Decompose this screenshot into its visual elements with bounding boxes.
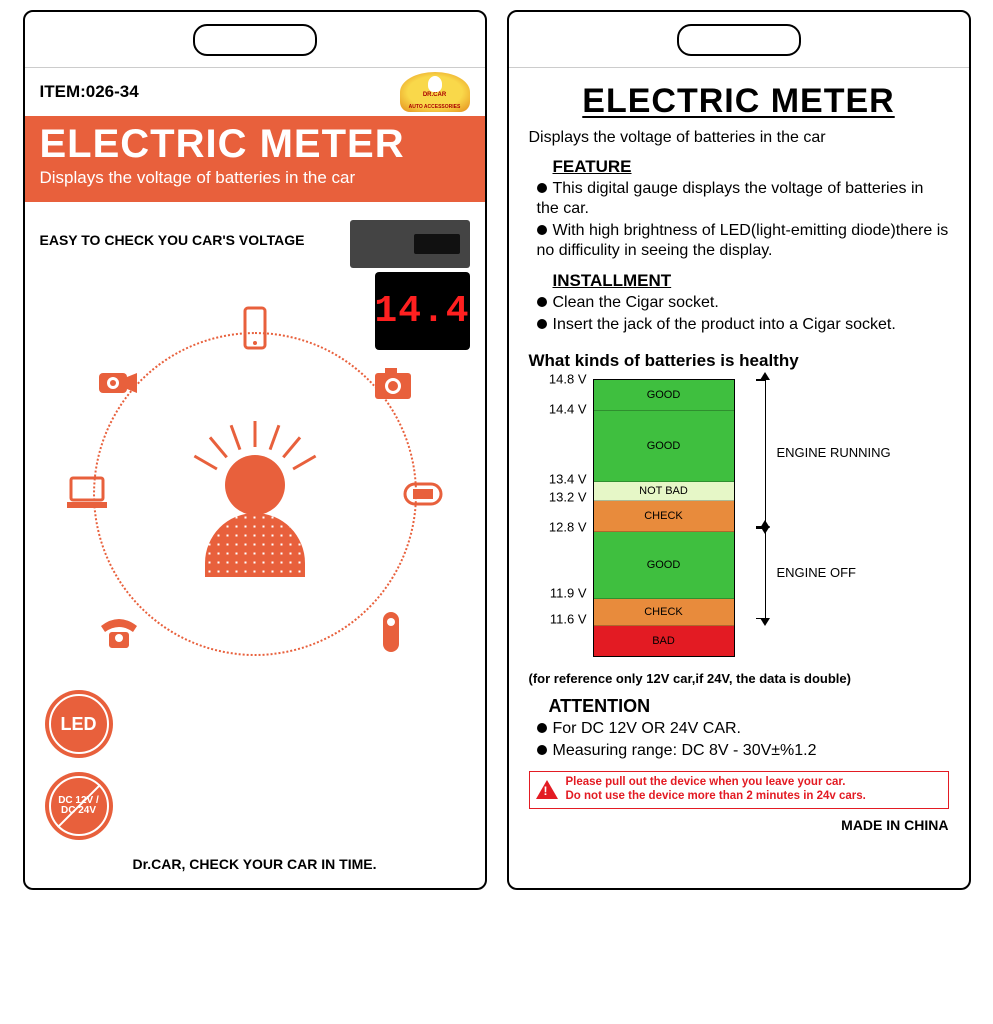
camera-icon <box>369 359 417 407</box>
install-bullet: Insert the jack of the product into a Ci… <box>537 315 949 335</box>
led-readout-small: 18.8 <box>418 236 453 251</box>
made-in-text: MADE IN CHINA <box>529 817 949 833</box>
chart-scale-label: 13.2 V <box>549 490 587 505</box>
attention-bullets: For DC 12V OR 24V CAR. Measuring range: … <box>537 719 949 761</box>
install-bullet: Clean the Cigar socket. <box>537 293 949 313</box>
chart-segment: GOOD <box>594 411 734 482</box>
chart-scale-label: 14.8 V <box>549 372 587 387</box>
laptop-icon <box>63 470 111 518</box>
banner-title: ELECTRIC METER <box>40 124 470 164</box>
warning-triangle-icon <box>536 780 558 799</box>
install-heading: INSTALLMENT <box>553 271 949 291</box>
back-subtitle: Displays the voltage of batteries in the… <box>529 129 949 147</box>
hanger-back <box>509 12 969 68</box>
devices-circle-diagram <box>65 304 445 684</box>
reference-note: (for reference only 12V car,if 24V, the … <box>529 671 949 686</box>
dc-badge: DC 12V / DC 24V <box>45 772 113 840</box>
chart-scale-label: 14.4 V <box>549 402 587 417</box>
hanger-hole <box>193 24 317 56</box>
feature-heading: FEATURE <box>553 157 949 177</box>
warning-box: Please pull out the device when you leav… <box>529 771 949 809</box>
battery-health-chart: 14.8 V14.4 V13.4 V13.2 V12.8 V11.9 V11.6… <box>535 379 949 657</box>
warning-text: Please pull out the device when you leav… <box>566 776 866 804</box>
chart-brackets: ENGINE RUNNING ENGINE OFF <box>741 379 911 649</box>
attention-bullet: For DC 12V OR 24V CAR. <box>537 719 949 739</box>
badges-column: LED DC 12V / DC 24V <box>25 684 485 850</box>
title-banner: ELECTRIC METER Displays the voltage of b… <box>25 116 485 202</box>
feature-bullet: This digital gauge displays the voltage … <box>537 179 949 219</box>
chart-bracket-label: ENGINE OFF <box>777 565 856 580</box>
chart-scale-label: 12.8 V <box>549 520 587 535</box>
remote-icon <box>367 608 415 656</box>
chart-bracket <box>755 527 766 619</box>
back-card: ELECTRIC METER Displays the voltage of b… <box>507 10 971 890</box>
handheld-icon <box>399 470 447 518</box>
led-badge: LED <box>45 690 113 758</box>
chart-segment: CHECK <box>594 501 734 532</box>
brand-logo: DR.CAR AUTO ACCESSORIES <box>400 72 470 112</box>
brand-line1: DR.CAR <box>400 92 470 98</box>
feature-bullets: This digital gauge displays the voltage … <box>537 179 949 261</box>
brand-line2: AUTO ACCESSORIES <box>400 104 470 110</box>
feature-bullet: With high brightness of LED(light-emitti… <box>537 221 949 261</box>
front-card: ITEM:026-34 DR.CAR AUTO ACCESSORIES ELEC… <box>23 10 487 890</box>
chart-bracket <box>755 379 766 527</box>
chart-segment: NOT BAD <box>594 482 734 501</box>
projector-icon <box>93 359 141 407</box>
chart-scale-label: 13.4 V <box>549 472 587 487</box>
chart-bars: GOODGOODNOT BADCHECKGOODCHECKBAD <box>593 379 735 657</box>
banner-subtitle: Displays the voltage of batteries in the… <box>40 168 470 188</box>
attention-bullet: Measuring range: DC 8V - 30V±%1.2 <box>537 741 949 761</box>
item-code: ITEM:026-34 <box>40 82 139 102</box>
chart-segment: GOOD <box>594 532 734 599</box>
install-bullets: Clean the Cigar socket. Insert the jack … <box>537 293 949 335</box>
chart-segment: GOOD <box>594 380 734 411</box>
hanger-hole <box>677 24 801 56</box>
attention-heading: ATTENTION <box>549 696 949 717</box>
phone-icon <box>231 304 279 352</box>
chart-scale-label: 11.9 V <box>550 586 587 601</box>
chart-segment: CHECK <box>594 599 734 626</box>
back-title: ELECTRIC METER <box>529 82 949 121</box>
healthy-heading: What kinds of batteries is healthy <box>529 351 949 371</box>
front-footer-text: Dr.CAR, CHECK YOUR CAR IN TIME. <box>25 850 485 888</box>
chart-bracket-label: ENGINE RUNNING <box>777 445 891 460</box>
led-badge-text: LED <box>49 694 109 754</box>
back-content: ELECTRIC METER Displays the voltage of b… <box>509 68 969 847</box>
chart-y-labels: 14.8 V14.4 V13.4 V13.2 V12.8 V11.9 V11.6… <box>535 379 587 649</box>
dashboard-photo: 18.8 <box>350 220 470 268</box>
chart-scale-label: 11.6 V <box>550 612 587 627</box>
person-icon <box>190 419 320 569</box>
chart-segment: BAD <box>594 626 734 656</box>
dc-badge-text: DC 12V / DC 24V <box>49 776 109 836</box>
hanger-front <box>25 12 485 68</box>
telephone-icon <box>95 608 143 656</box>
front-top-row: ITEM:026-34 DR.CAR AUTO ACCESSORIES <box>25 68 485 114</box>
